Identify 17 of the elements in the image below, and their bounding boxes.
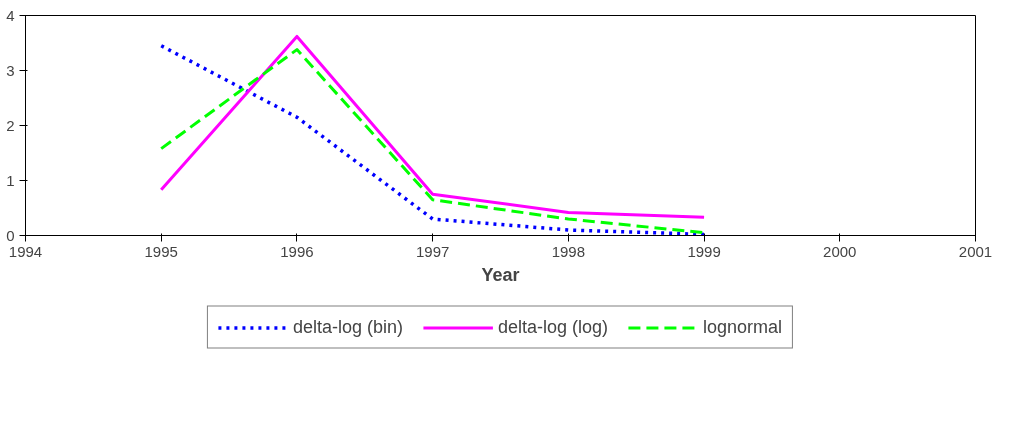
legend-label: delta-log (log) <box>497 316 609 338</box>
legend-label: lognormal <box>703 316 783 338</box>
x-axis-title: Year <box>481 264 520 285</box>
y-tick-label: 4 <box>6 6 15 24</box>
legend-label: delta-log (bin) <box>292 316 403 338</box>
y-tick-label: 3 <box>6 61 15 79</box>
x-tick-label: 1997 <box>415 242 450 260</box>
x-tick-label: 1994 <box>8 242 43 260</box>
x-tick-label: 1995 <box>144 242 178 260</box>
y-tick-label: 0 <box>6 226 15 244</box>
x-tick-label: 1996 <box>280 242 314 260</box>
x-tick-label: 1998 <box>551 242 586 260</box>
x-tick-label: 1999 <box>687 242 721 260</box>
x-tick-label: 2001 <box>958 242 993 260</box>
x-tick-label: 2000 <box>823 242 857 260</box>
y-tick-label: 2 <box>6 116 15 134</box>
y-tick-label: 1 <box>6 171 15 189</box>
